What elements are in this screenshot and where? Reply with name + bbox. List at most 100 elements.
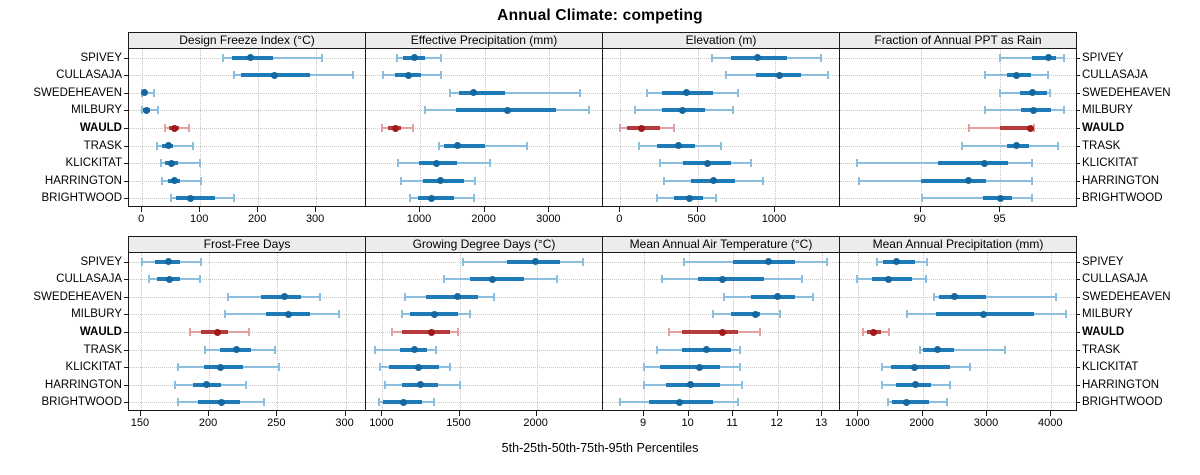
whisker-cap-low bbox=[932, 292, 935, 301]
whisker-cap-high bbox=[588, 106, 591, 115]
x-gridline bbox=[277, 253, 279, 410]
whisker-line bbox=[223, 56, 322, 59]
y-tick-right bbox=[1076, 110, 1080, 112]
x-tick bbox=[774, 207, 775, 212]
y-gridline bbox=[129, 145, 365, 147]
whisker-cap-low bbox=[887, 398, 890, 407]
y-gridline bbox=[840, 110, 1076, 112]
x-tick-label: 100 bbox=[189, 213, 209, 225]
site-label-left: WAULD bbox=[79, 326, 122, 338]
whisker-line bbox=[920, 348, 1005, 351]
y-tick-left bbox=[124, 402, 128, 404]
x-tick bbox=[344, 411, 346, 416]
site-label-right: WAULD bbox=[1082, 122, 1125, 134]
whisker-cap-high bbox=[1065, 310, 1068, 319]
whisker-cap-low bbox=[141, 106, 144, 115]
whisker-cap-high bbox=[440, 53, 443, 62]
site-label-right: SPIVEY bbox=[1082, 51, 1124, 64]
median-dot bbox=[411, 54, 419, 62]
panel-frost-free-days: Frost-Free Days bbox=[128, 236, 366, 411]
x-gridline bbox=[1051, 253, 1053, 410]
median-dot bbox=[284, 310, 292, 318]
y-tick-left bbox=[124, 57, 128, 59]
panel-header: Design Freeze Index (°C) bbox=[128, 32, 366, 49]
x-axis: 150 200 250 300 bbox=[128, 411, 366, 435]
interquartile-bar bbox=[891, 365, 950, 370]
whisker-cap-high bbox=[318, 292, 321, 301]
median-dot bbox=[996, 194, 1004, 202]
median-dot bbox=[202, 381, 210, 389]
x-gridline bbox=[258, 49, 260, 206]
whisker-cap-high bbox=[1063, 106, 1066, 115]
whisker-cap-high bbox=[825, 257, 828, 266]
whisker-cap-low bbox=[919, 345, 922, 354]
x-tick bbox=[199, 207, 201, 212]
median-dot bbox=[392, 124, 400, 132]
y-tick-left bbox=[124, 92, 128, 94]
whisker-cap-low bbox=[725, 71, 728, 80]
median-dot bbox=[884, 275, 892, 283]
whisker-cap-low bbox=[921, 194, 924, 203]
y-gridline bbox=[129, 279, 365, 281]
y-gridline bbox=[129, 180, 365, 182]
y-tick-left bbox=[124, 198, 128, 200]
interquartile-bar bbox=[939, 294, 986, 299]
x-tick bbox=[821, 411, 823, 416]
whisker-cap-high bbox=[232, 194, 235, 203]
site-label-right: WAULD bbox=[1082, 326, 1125, 338]
x-gridline bbox=[200, 49, 202, 206]
whisker-cap-low bbox=[683, 257, 686, 266]
y-tick-right bbox=[1076, 402, 1080, 404]
median-dot bbox=[1028, 89, 1036, 97]
panel-header: Mean Annual Air Temperature (°C) bbox=[602, 236, 840, 253]
whisker-cap-low bbox=[618, 398, 621, 407]
whisker-cap-high bbox=[468, 310, 471, 319]
median-dot bbox=[433, 159, 440, 167]
whisker-cap-high bbox=[968, 363, 971, 372]
y-tick-left bbox=[124, 314, 128, 316]
median-dot bbox=[164, 258, 172, 266]
x-tick bbox=[315, 207, 317, 212]
interquartile-bar bbox=[733, 259, 796, 264]
site-label-right: SWEDEHEAVEN bbox=[1082, 86, 1171, 99]
y-tick-right bbox=[1076, 261, 1080, 263]
y-tick-right bbox=[1076, 296, 1080, 298]
median-dot bbox=[965, 177, 973, 185]
whisker-cap-high bbox=[801, 275, 804, 284]
x-tick bbox=[276, 411, 278, 416]
site-label-right: TRASK bbox=[1082, 343, 1121, 356]
site-label-right: KLICKITAT bbox=[1082, 361, 1139, 374]
y-tick-right bbox=[1076, 57, 1080, 59]
whisker-cap-low bbox=[983, 71, 986, 80]
whisker-line bbox=[450, 91, 581, 94]
whisker-cap-low bbox=[204, 345, 207, 354]
x-tick bbox=[776, 411, 778, 416]
whisker-cap-low bbox=[227, 292, 230, 301]
median-dot bbox=[213, 328, 221, 336]
whisker-cap-high bbox=[191, 141, 194, 150]
whisker-line bbox=[933, 295, 1056, 298]
whisker-cap-low bbox=[999, 88, 1002, 97]
panel-header: Frost-Free Days bbox=[128, 236, 366, 253]
median-dot bbox=[431, 310, 439, 318]
x-gridline bbox=[549, 49, 551, 206]
median-dot bbox=[1030, 106, 1038, 114]
whisker-cap-high bbox=[924, 275, 927, 284]
whisker-cap-high bbox=[673, 124, 676, 132]
x-tick bbox=[139, 411, 141, 416]
panel-header: Effective Precipitation (mm) bbox=[365, 32, 603, 49]
whisker-cap-high bbox=[449, 363, 452, 372]
median-dot bbox=[271, 71, 279, 79]
site-label-left: KLICKITAT bbox=[65, 157, 122, 170]
median-dot bbox=[718, 328, 726, 336]
whisker-cap-low bbox=[379, 363, 382, 372]
whisker-cap-low bbox=[637, 141, 640, 150]
y-tick-left bbox=[124, 75, 128, 77]
whisker-cap-high bbox=[411, 124, 414, 132]
interquartile-bar bbox=[426, 294, 479, 299]
median-dot bbox=[870, 328, 878, 336]
whisker-cap-high bbox=[715, 194, 718, 203]
y-tick-right bbox=[1076, 180, 1080, 182]
whisker-cap-low bbox=[999, 53, 1002, 62]
median-dot bbox=[427, 194, 435, 202]
